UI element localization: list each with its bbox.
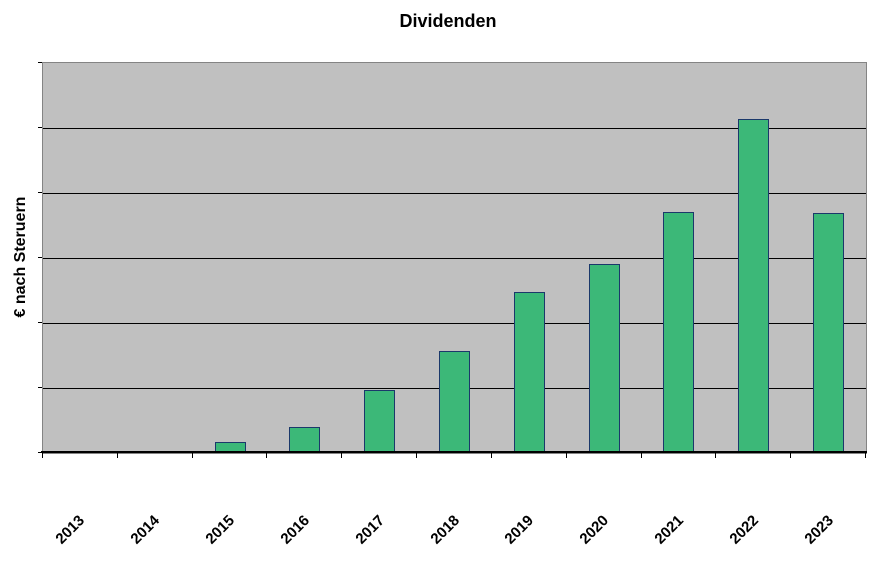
bar-2023 <box>813 213 844 453</box>
x-axis-tick <box>341 453 342 458</box>
y-axis-tick <box>38 62 42 63</box>
bar-2017 <box>364 390 395 453</box>
chart-title: Dividenden <box>399 11 497 31</box>
x-axis-label-2019: 2019 <box>501 512 538 548</box>
y-axis-tick <box>38 387 42 388</box>
y-axis-tick <box>38 257 42 258</box>
x-axis-label-2017: 2017 <box>352 512 389 548</box>
x-axis-label-2018: 2018 <box>427 512 464 548</box>
x-axis-tick <box>715 453 716 458</box>
y-axis-tick <box>38 192 42 193</box>
x-axis-tick <box>790 453 791 458</box>
y-axis-tick <box>38 322 42 323</box>
x-axis-line <box>41 451 867 453</box>
gridline <box>43 258 866 259</box>
bar-2018 <box>439 351 470 453</box>
gridline <box>43 193 866 194</box>
gridline <box>43 128 866 129</box>
x-axis-label-2022: 2022 <box>726 512 763 548</box>
x-axis-tick <box>491 453 492 458</box>
bar-2016 <box>289 427 320 453</box>
x-axis-tick <box>117 453 118 458</box>
x-axis-label-2013: 2013 <box>52 512 89 548</box>
y-axis-tick <box>38 452 42 453</box>
bar-2021 <box>663 212 694 453</box>
x-axis-tick <box>416 453 417 458</box>
x-axis-label-2015: 2015 <box>202 512 239 548</box>
x-axis-label-2020: 2020 <box>576 512 613 548</box>
x-axis-tick <box>192 453 193 458</box>
x-axis-label-2016: 2016 <box>277 512 314 548</box>
gridline <box>43 323 866 324</box>
x-axis-label-2021: 2021 <box>651 512 688 548</box>
x-axis-tick <box>865 453 866 458</box>
x-axis-tick <box>266 453 267 458</box>
x-axis-tick <box>641 453 642 458</box>
plot-area <box>42 62 867 454</box>
bar-2022 <box>738 119 769 453</box>
x-axis-tick <box>566 453 567 458</box>
y-axis-tick <box>38 127 42 128</box>
bar-2019 <box>514 292 545 453</box>
bar-2020 <box>589 264 620 453</box>
y-axis-label: € nach Steruern <box>12 196 29 318</box>
x-axis-label-2023: 2023 <box>801 512 838 548</box>
x-axis-label-2014: 2014 <box>127 512 164 548</box>
x-axis-tick <box>42 453 43 458</box>
